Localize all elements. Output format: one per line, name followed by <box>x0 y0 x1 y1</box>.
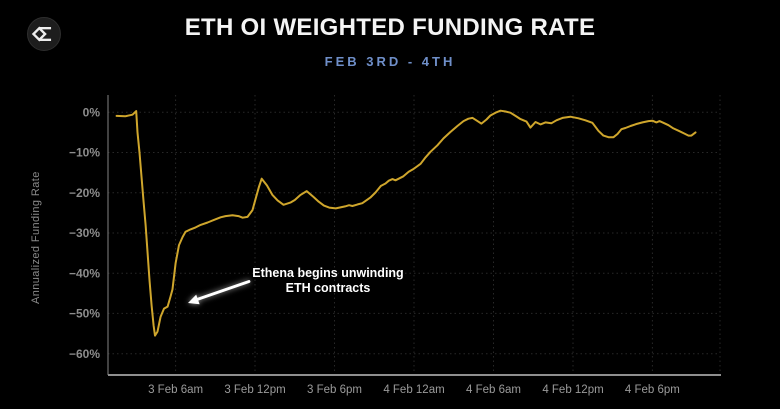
x-tick-label: 4 Feb 12pm <box>542 384 603 396</box>
x-tick-label: 3 Feb 6pm <box>307 384 362 396</box>
funding-rate-line <box>115 109 697 337</box>
tick-labels: 0% −10% −20% −30% −40% −50% −60% 3 Feb 6am 3 Feb… <box>69 106 680 397</box>
y-tick-label: −40% <box>69 266 100 280</box>
y-tick-label: −30% <box>69 226 100 240</box>
axes <box>107 95 721 376</box>
annotation-arrow <box>188 280 251 305</box>
page-title: ETH OI WEIGHTED FUNDING RATE <box>184 14 596 41</box>
x-tick-label: 4 Feb 6am <box>466 384 521 396</box>
x-tick-label: 3 Feb 12pm <box>224 384 285 396</box>
annotation-line-1: Ethena begins unwinding <box>252 266 404 280</box>
logo <box>27 17 61 51</box>
annotation-line-2: ETH contracts <box>285 281 371 295</box>
x-tick-label: 4 Feb 6pm <box>625 384 680 396</box>
x-tick-label: 4 Feb 12am <box>383 384 444 396</box>
sigma-diamond-icon <box>31 26 52 42</box>
series-lines <box>115 109 697 337</box>
x-tick-label: 3 Feb 6am <box>148 384 203 396</box>
annotation-text: Ethena begins unwinding ETH contracts <box>240 266 416 296</box>
gridlines <box>108 95 721 375</box>
y-tick-label: −10% <box>69 146 100 160</box>
page-subtitle: FEB 3RD - 4TH <box>324 54 456 69</box>
y-tick-label: −20% <box>69 186 100 200</box>
y-tick-label: 0% <box>83 106 101 120</box>
y-tick-label: −50% <box>69 307 100 321</box>
y-tick-label: −60% <box>69 347 100 361</box>
